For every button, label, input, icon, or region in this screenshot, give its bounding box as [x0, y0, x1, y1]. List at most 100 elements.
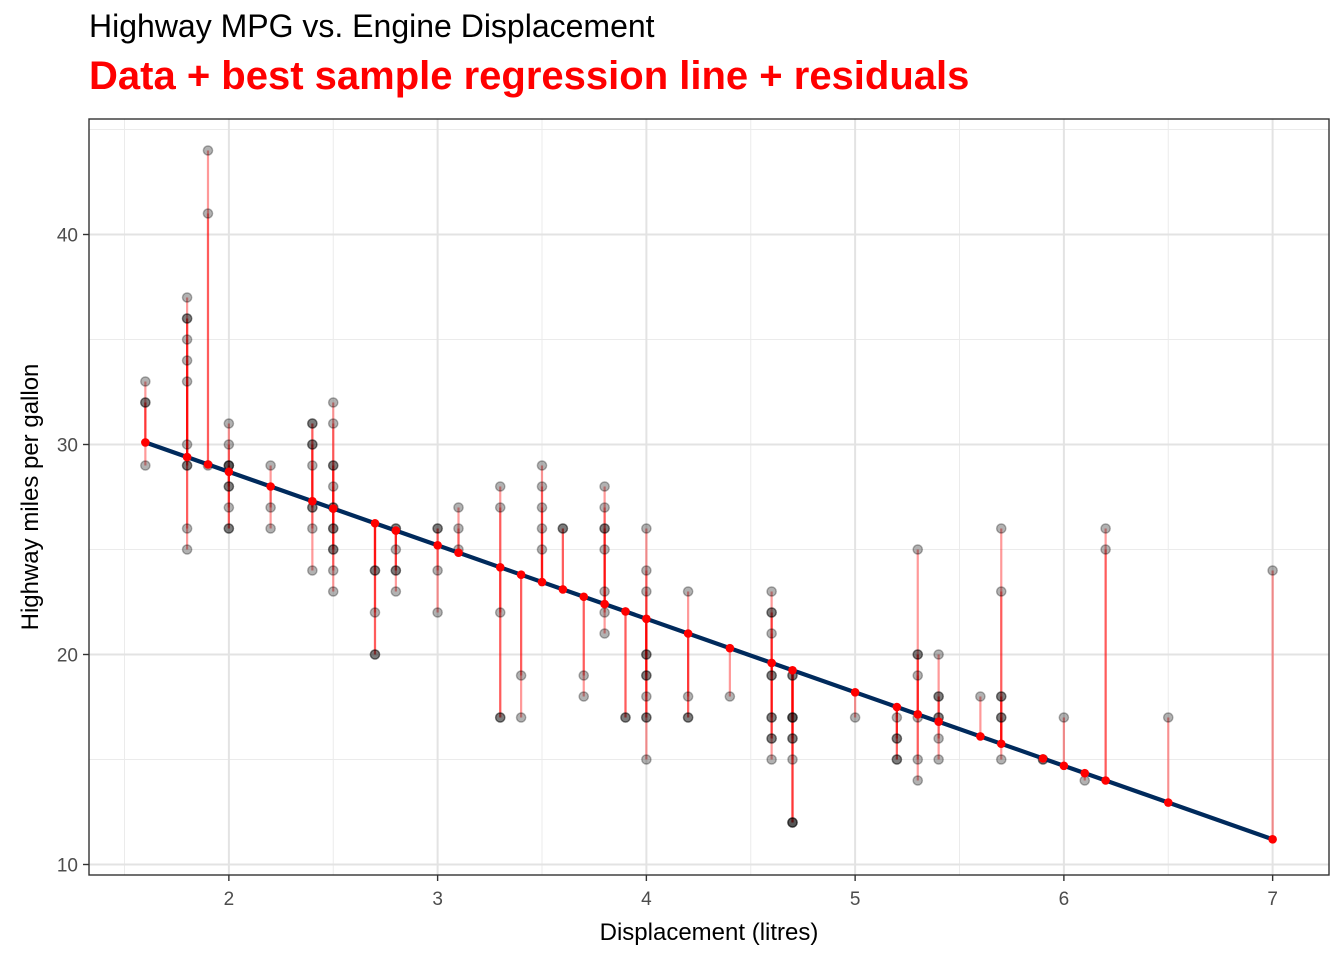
data-point	[933, 754, 944, 765]
data-point	[327, 544, 339, 555]
fitted-point	[600, 599, 609, 609]
data-point	[787, 754, 798, 765]
data-point	[641, 523, 652, 534]
data-point	[327, 460, 339, 471]
data-point	[787, 712, 798, 723]
data-point	[536, 502, 548, 513]
data-point	[390, 565, 402, 576]
data-point	[787, 817, 798, 828]
data-point	[787, 712, 798, 723]
data-point	[307, 418, 318, 429]
data-point	[891, 733, 903, 744]
data-point	[641, 565, 652, 576]
chart-title: Highway MPG vs. Engine Displacement	[89, 8, 655, 44]
fitted-points	[141, 438, 1277, 844]
data-point	[766, 607, 777, 618]
data-point	[494, 481, 506, 492]
data-point	[181, 313, 193, 324]
data-point	[578, 670, 590, 681]
data-point	[724, 691, 736, 702]
data-point	[682, 712, 694, 723]
data-point	[599, 502, 610, 513]
x-axis: 2 3 4 5 6 7	[224, 875, 1278, 910]
data-point	[599, 607, 610, 618]
data-point	[181, 313, 193, 324]
data-point	[766, 607, 777, 618]
data-point	[641, 649, 652, 660]
data-point	[620, 712, 631, 723]
fitted-point	[788, 665, 797, 675]
y-axis-title: Highway miles per gallon	[17, 364, 44, 631]
fitted-point	[1080, 768, 1090, 778]
data-point	[307, 523, 318, 534]
fitted-point	[642, 614, 651, 624]
data-point	[995, 712, 1007, 723]
data-point	[181, 334, 193, 345]
data-point	[181, 355, 193, 366]
data-point	[536, 460, 548, 471]
fitted-point	[328, 504, 338, 513]
data-point	[369, 649, 381, 660]
fitted-point	[433, 541, 442, 550]
fitted-point	[1038, 754, 1048, 763]
data-point	[181, 523, 193, 534]
data-point	[641, 670, 652, 681]
fitted-point	[454, 548, 463, 557]
data-point	[641, 670, 652, 681]
data-point	[933, 733, 944, 744]
data-point	[223, 418, 235, 429]
x-axis-title: Displacement (litres)	[600, 919, 819, 946]
data-point	[849, 712, 861, 723]
data-points	[140, 145, 1278, 828]
data-point	[641, 712, 652, 723]
x-tick-label: 4	[641, 889, 652, 910]
data-point	[494, 712, 506, 723]
data-point	[494, 712, 506, 723]
data-point	[536, 523, 548, 534]
data-point	[432, 523, 443, 534]
data-point	[181, 439, 193, 450]
data-point	[891, 712, 903, 723]
data-point	[599, 523, 610, 534]
data-point	[995, 586, 1007, 597]
minor-gridlines	[89, 119, 1329, 875]
data-point	[327, 397, 339, 408]
data-point	[766, 670, 777, 681]
fitted-point	[224, 467, 234, 477]
fitted-point	[1163, 798, 1173, 807]
data-point	[327, 523, 339, 534]
fitted-point	[391, 526, 401, 535]
data-point	[912, 775, 924, 786]
data-point	[891, 754, 903, 765]
data-point	[975, 691, 986, 702]
data-point	[599, 481, 610, 492]
fitted-point	[182, 452, 192, 462]
data-point	[327, 523, 339, 534]
data-point	[140, 376, 151, 387]
data-point	[912, 544, 924, 555]
data-point	[432, 565, 443, 576]
data-point	[641, 691, 652, 702]
fitted-point	[892, 702, 902, 712]
fitted-point	[767, 658, 776, 668]
fitted-point	[976, 732, 985, 741]
data-point	[766, 733, 777, 744]
data-point	[369, 565, 381, 576]
data-point	[223, 523, 235, 534]
data-point	[307, 439, 318, 450]
data-point	[766, 670, 777, 681]
data-point	[995, 712, 1007, 723]
fitted-point	[1059, 761, 1069, 771]
data-point	[641, 586, 652, 597]
data-point	[912, 649, 924, 660]
data-point	[307, 418, 318, 429]
panel-border	[88, 118, 1330, 876]
data-point	[390, 565, 402, 576]
data-point	[599, 586, 610, 597]
data-point	[620, 712, 631, 723]
data-point	[641, 712, 652, 723]
fitted-point	[683, 629, 693, 638]
fitted-point	[621, 607, 630, 616]
data-point	[494, 607, 506, 618]
